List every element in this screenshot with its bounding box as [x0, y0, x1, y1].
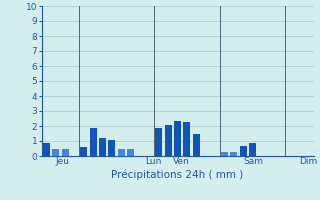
Bar	[43, 143, 50, 156]
Bar	[155, 128, 162, 156]
Bar	[230, 152, 237, 156]
Bar	[174, 121, 181, 156]
Bar	[165, 125, 172, 156]
Bar	[52, 148, 59, 156]
Bar	[80, 147, 87, 156]
Bar	[249, 143, 256, 156]
Bar	[108, 140, 116, 156]
Bar	[221, 152, 228, 156]
Bar	[118, 148, 125, 156]
Bar	[193, 134, 200, 156]
X-axis label: Précipitations 24h ( mm ): Précipitations 24h ( mm )	[111, 169, 244, 180]
Bar	[61, 149, 68, 156]
Bar	[183, 122, 190, 156]
Bar	[99, 138, 106, 156]
Bar	[90, 128, 97, 156]
Bar	[127, 149, 134, 156]
Bar	[240, 146, 247, 156]
